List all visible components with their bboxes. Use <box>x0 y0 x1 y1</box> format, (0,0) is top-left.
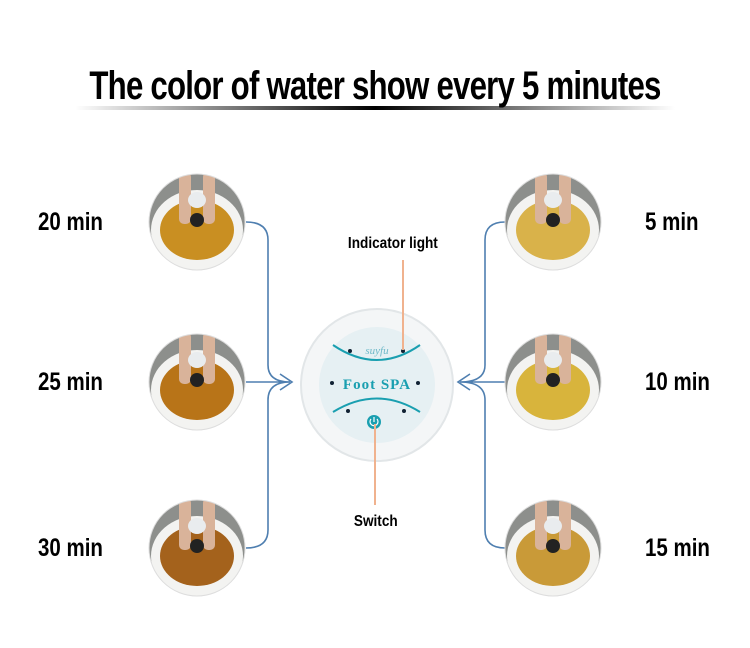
time-label-30: 30 min <box>38 534 103 562</box>
connectors <box>245 221 506 549</box>
basin-photo-20-min <box>148 173 246 271</box>
arrow-left <box>279 373 294 391</box>
connector-right <box>459 221 506 549</box>
basin-photo-10-min <box>504 333 602 431</box>
basin-photo-15-min <box>504 499 602 597</box>
switch-label: Switch <box>353 513 398 530</box>
indicator-light-label: Indicator light <box>347 235 438 252</box>
time-label-10: 10 min <box>645 368 710 396</box>
basin-photo-30-min <box>148 499 246 597</box>
time-label-25: 25 min <box>38 368 103 396</box>
connector-left <box>245 221 291 549</box>
title-underline <box>75 106 675 110</box>
page-title: The color of water show every 5 minutes <box>89 64 661 108</box>
foot-spa-device: suyfu Foot SPA <box>300 308 454 462</box>
logo: suyfu <box>365 345 389 357</box>
basin-photo-25-min <box>148 333 246 431</box>
arrow-right <box>456 373 471 391</box>
time-label-15: 15 min <box>645 534 710 562</box>
panel-text: Foot SPA <box>343 377 411 393</box>
time-label-20: 20 min <box>38 208 103 236</box>
basin-photo-5-min <box>504 173 602 271</box>
time-label-5: 5 min <box>645 208 699 236</box>
